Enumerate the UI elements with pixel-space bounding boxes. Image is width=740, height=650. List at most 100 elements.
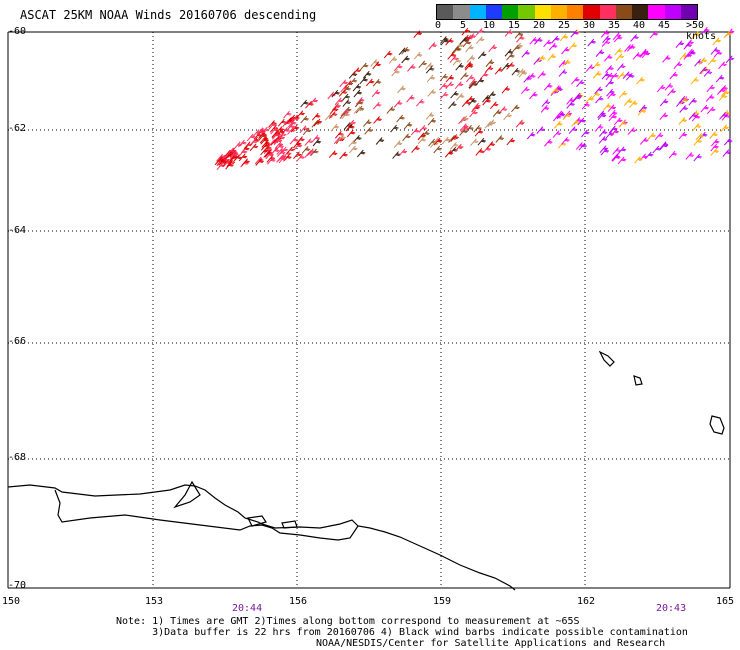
wind-barb — [342, 85, 351, 94]
wind-barb — [673, 61, 683, 69]
wind-barb — [312, 138, 322, 147]
wind-barb — [393, 140, 403, 148]
wind-barb — [723, 137, 733, 146]
wind-barb — [372, 101, 382, 110]
wind-barb — [568, 42, 578, 51]
wind-barb — [246, 133, 256, 142]
wind-barb — [479, 71, 489, 80]
wind-barb — [577, 117, 586, 126]
lon-label: 159 — [433, 596, 452, 607]
wind-barb — [330, 123, 340, 132]
wind-barb — [511, 104, 520, 113]
legend-label: >50 knots — [686, 20, 717, 42]
legend-swatch — [615, 5, 632, 19]
legend-swatch — [518, 5, 535, 19]
wind-barb — [334, 97, 344, 106]
wind-barb — [469, 109, 478, 118]
legend-label: 25 — [558, 20, 571, 31]
wind-barb — [618, 90, 628, 99]
lon-label: 153 — [145, 596, 164, 607]
wind-barb — [516, 34, 525, 43]
wind-barb — [484, 65, 494, 73]
wind-barb — [475, 28, 485, 36]
wind-barb — [614, 117, 623, 126]
wind-barb — [418, 60, 427, 69]
wind-barb — [536, 126, 545, 134]
coastline-inner — [54, 489, 359, 541]
wind-barb — [710, 148, 719, 156]
wind-barb — [468, 78, 478, 87]
wind-barb — [634, 155, 643, 164]
legend-swatch — [632, 5, 649, 19]
wind-barb — [417, 136, 427, 145]
wind-barb — [595, 95, 604, 104]
wind-barb — [427, 117, 437, 126]
wind-barb — [585, 64, 595, 72]
wind-barb — [283, 154, 292, 162]
island-5 — [709, 415, 725, 435]
wind-barb — [468, 97, 477, 106]
wind-barb — [485, 59, 495, 67]
wind-barb — [554, 120, 563, 129]
wind-barb — [353, 135, 362, 143]
wind-barb — [425, 65, 435, 74]
wind-barb — [599, 145, 609, 154]
wind-barb — [683, 42, 692, 50]
wind-barb — [529, 36, 538, 45]
wind-barb — [411, 145, 420, 153]
wind-barb — [688, 112, 698, 120]
wind-barb — [688, 97, 697, 106]
wind-barb — [608, 109, 618, 118]
wind-barb — [439, 73, 449, 82]
wind-barb — [597, 112, 607, 121]
wind-barb — [466, 55, 476, 63]
island-4 — [633, 375, 643, 386]
wind-speed-color-legend — [436, 4, 698, 20]
wind-barb — [664, 82, 674, 91]
legend-label: 0 — [435, 20, 442, 31]
wind-barb — [401, 55, 410, 64]
wind-barb — [572, 94, 582, 103]
wind-barb — [615, 53, 625, 62]
wind-barb — [348, 139, 357, 148]
wind-barb — [354, 99, 364, 108]
wind-barb — [371, 89, 381, 98]
wind-barb — [362, 70, 372, 79]
wind-barb — [282, 119, 291, 128]
wind-barb — [482, 145, 491, 154]
wind-barb — [425, 112, 435, 120]
island-2 — [281, 520, 298, 529]
wind-barb — [678, 117, 687, 125]
wind-barb — [605, 72, 615, 81]
wind-barb — [413, 51, 423, 60]
island-3 — [598, 350, 615, 367]
wind-barb — [238, 148, 248, 157]
wind-barb — [541, 99, 551, 107]
wind-barb — [482, 94, 491, 103]
wind-barb — [715, 74, 725, 83]
wind-barb — [260, 147, 269, 156]
wind-barb — [398, 148, 408, 157]
wind-barb — [341, 93, 351, 102]
wind-barb — [504, 29, 514, 37]
wind-barb — [605, 65, 614, 73]
wind-barb — [706, 84, 715, 93]
wind-barb — [601, 39, 611, 47]
wind-barb — [551, 35, 560, 44]
legend-swatch — [648, 5, 665, 19]
wind-barb — [433, 137, 443, 146]
wind-barb — [492, 109, 502, 117]
wind-barb — [503, 112, 512, 121]
wind-barb — [710, 143, 719, 152]
wind-barb — [720, 124, 729, 133]
footnotes: Note: 1) Times are GMT 2)Times along bot… — [116, 616, 688, 649]
wind-barb — [718, 61, 727, 69]
wind-barb — [719, 112, 728, 120]
wind-barb — [254, 156, 264, 165]
wind-barb — [626, 43, 636, 52]
wind-barb — [444, 149, 454, 158]
wind-barb — [460, 115, 469, 124]
wind-barb — [629, 100, 638, 108]
legend-swatch — [437, 5, 454, 19]
lat-lon-grid — [7, 31, 731, 589]
